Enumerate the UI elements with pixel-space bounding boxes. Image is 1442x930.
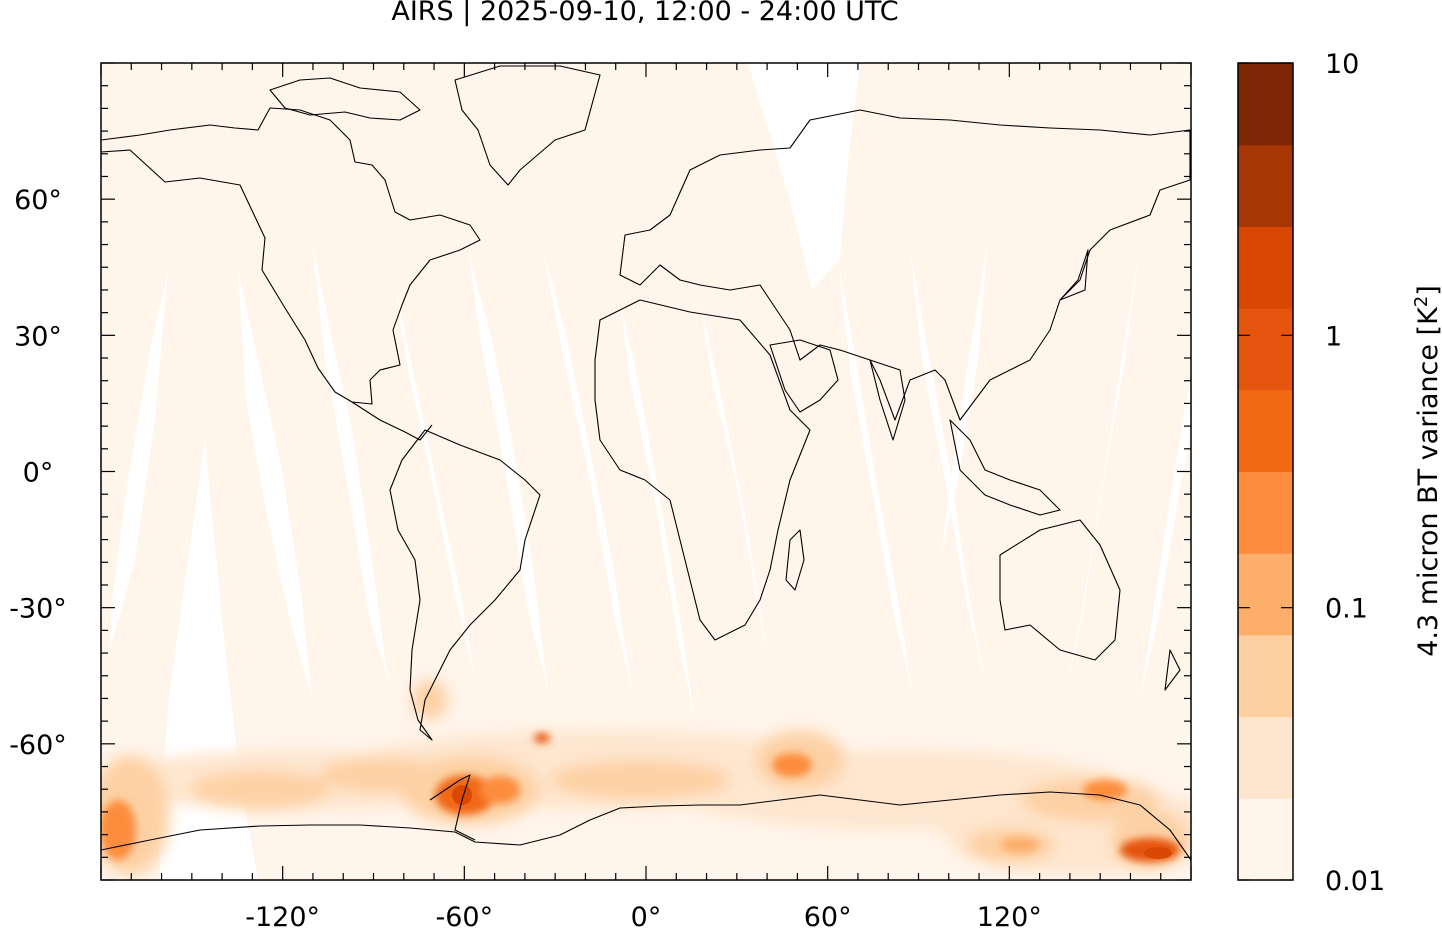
colorbar	[1238, 63, 1293, 881]
coastline-arctic-islands	[269, 77, 421, 121]
swath-gap	[700, 300, 778, 700]
swath-gap	[110, 270, 168, 650]
colorbar-tick-label: 1	[1325, 321, 1342, 352]
variance-patch	[1000, 837, 1040, 853]
map-ticks	[100, 62, 1192, 881]
swath-gap	[620, 300, 695, 720]
coastline-antarctic-peninsula	[429, 774, 476, 841]
swath-gap	[468, 250, 548, 690]
lon-tick-labels: -120° -60° 0° 60° 120°	[245, 902, 1042, 930]
colorbar-tick-label: 0.1	[1325, 594, 1368, 625]
variance-patch	[190, 770, 330, 810]
colorbar-ticks: 10 1 0.1 0.01	[1238, 49, 1385, 897]
swath-gap	[748, 63, 860, 290]
colorbar-level	[1238, 63, 1293, 146]
variance-patch	[772, 753, 812, 777]
colorbar-level	[1238, 634, 1293, 718]
coastline-greenland	[454, 65, 601, 186]
coastline-japan	[1059, 249, 1089, 301]
variance-patch	[534, 733, 550, 743]
colorbar-level	[1238, 226, 1293, 309]
coastline-australia	[999, 519, 1121, 661]
lat-tick-label: -60°	[9, 730, 67, 761]
colorbar-label: 4.3 micron BT variance [K2]	[1411, 285, 1442, 657]
lon-tick-label: 120°	[977, 902, 1042, 930]
map-title: AIRS | 2025-09-10, 12:00 - 24:00 UTC	[391, 0, 899, 27]
swath-gap	[238, 270, 312, 700]
swath-gap	[838, 260, 912, 690]
colorbar-level	[1238, 471, 1293, 554]
lon-tick-label: -120°	[245, 902, 320, 930]
coastlines	[101, 65, 1191, 861]
lat-tick-label: 30°	[14, 321, 62, 352]
swath-gap	[940, 240, 988, 560]
swath-gap	[1140, 380, 1191, 700]
variance-patch	[1144, 847, 1172, 859]
coastline-south-america	[389, 429, 541, 741]
lon-tick-label: 60°	[804, 902, 852, 930]
variance-patch	[480, 776, 520, 804]
colorbar-level	[1238, 308, 1293, 391]
swath-gap	[312, 240, 388, 680]
lat-tick-label: 0°	[23, 458, 54, 489]
coastline-africa	[594, 299, 811, 641]
lat-tick-label: -30°	[9, 594, 67, 625]
colorbar-level	[1238, 553, 1293, 636]
lat-tick-labels: 60° 30° 0° -30° -60°	[9, 185, 67, 761]
swath-gap	[542, 245, 632, 690]
coastline-madagascar	[785, 529, 805, 591]
variance-patch	[412, 680, 448, 720]
colorbar-frame	[1237, 62, 1294, 881]
swath-gap	[395, 285, 475, 680]
lon-tick-label: 0°	[631, 902, 662, 930]
colorbar-level	[1238, 389, 1293, 472]
lat-tick-label: 60°	[14, 185, 62, 216]
lon-tick-label: -60°	[436, 902, 494, 930]
colorbar-level	[1238, 716, 1293, 799]
colorbar-tick-label: 10	[1325, 49, 1359, 80]
colorbar-level	[1238, 144, 1293, 227]
coastline-arabia	[769, 339, 839, 413]
variance-field	[101, 680, 1191, 875]
colorbar-level	[1238, 798, 1293, 881]
variance-patch	[550, 760, 730, 800]
coastline-north-america	[101, 107, 481, 405]
map-panel	[101, 63, 1191, 880]
variance-patch	[101, 800, 136, 860]
variance-patch	[452, 785, 472, 805]
coastline-antarctica	[101, 791, 1191, 861]
swath-gap	[910, 250, 985, 680]
coastline-southeast-asia	[949, 419, 1061, 516]
colorbar-tick-label: 0.01	[1325, 866, 1385, 897]
coastline-new-zealand	[1164, 649, 1181, 691]
coastline-central-america	[351, 401, 433, 441]
coastline-india	[869, 359, 906, 441]
variance-patch	[1083, 780, 1127, 800]
